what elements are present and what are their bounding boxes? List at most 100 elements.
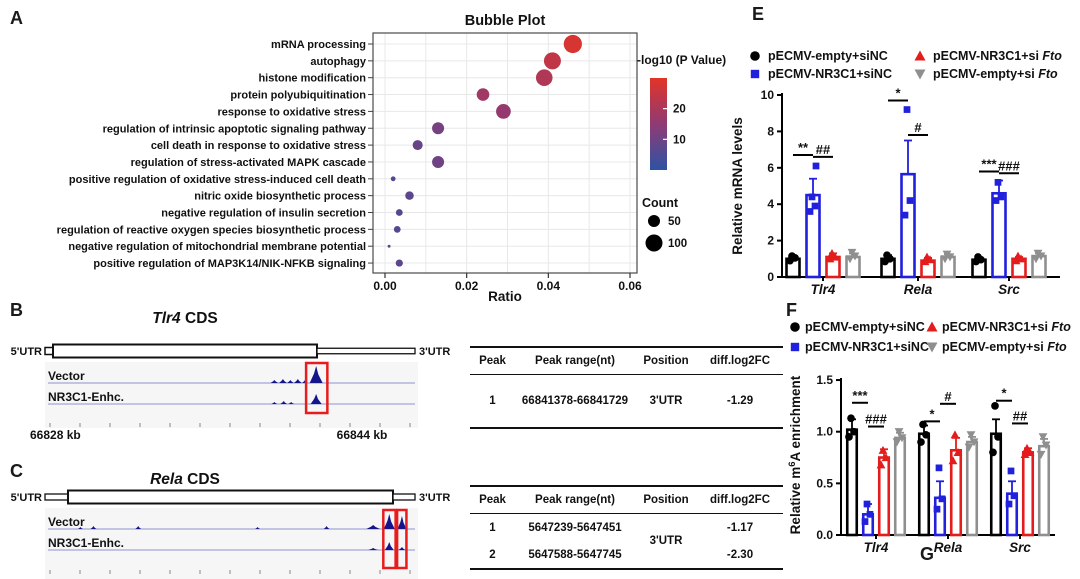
- data-point: [1036, 450, 1046, 459]
- utr5-label: 5'UTR: [11, 492, 42, 504]
- peak-table-tlr4: Peak Peak range(nt) Position diff.log2FC 1 66…: [470, 346, 783, 429]
- x-tick-label: 0.00: [373, 279, 397, 293]
- data-point: [878, 445, 888, 454]
- y-tick-label: 8: [767, 124, 774, 138]
- data-point: [1005, 500, 1013, 508]
- significance-label: #: [944, 389, 952, 404]
- coverage-peak: [77, 527, 83, 529]
- table-header-cell: Position: [643, 355, 689, 367]
- data-point: [901, 211, 909, 219]
- tlr4-gene-track: Tlr4 CDS 5'UTR 3'UTR Vector NR3C1-Enhc. 66828…: [11, 310, 451, 442]
- significance-label: ***: [852, 388, 868, 403]
- data-point: [790, 322, 800, 332]
- coverage-peak: [288, 402, 295, 404]
- bubble-plot-title: Bubble Plot: [465, 13, 546, 29]
- group-label: Src: [1009, 540, 1031, 555]
- coverage-peak: [398, 547, 406, 550]
- track-background: [45, 362, 418, 428]
- peak-number-cell: 1: [489, 395, 496, 407]
- data-point: [788, 252, 796, 260]
- data-point: [881, 453, 891, 462]
- data-point: [964, 443, 974, 452]
- data-point: [1041, 441, 1051, 450]
- legend-label: pECMV-NR3C1+siNC: [768, 67, 892, 81]
- color-legend-bar: [650, 78, 667, 170]
- y-tick-label: 4: [767, 197, 774, 211]
- data-point: [1025, 447, 1035, 456]
- data-point: [850, 427, 858, 436]
- bar: [893, 436, 907, 537]
- significance-label: ###: [865, 412, 887, 427]
- table-header-cell: Peak: [479, 494, 506, 506]
- size-legend-dot: [645, 234, 663, 252]
- legend-label: pECMV-NR3C1+si Fto: [933, 49, 1062, 63]
- bar: [900, 172, 916, 279]
- bubble-point: [543, 52, 561, 70]
- legend-label: pECMV-empty+si Fto: [933, 67, 1058, 81]
- significance-label: *: [1001, 386, 1007, 401]
- significance-label: ***: [981, 156, 997, 171]
- peak-highlight-box: [382, 508, 397, 570]
- coverage-peak: [270, 380, 279, 383]
- data-point: [989, 448, 997, 457]
- position-cell: 3'UTR: [649, 395, 683, 407]
- bar: [1005, 492, 1019, 537]
- data-point: [897, 434, 907, 443]
- go-term-label: mRNA processing: [271, 39, 366, 51]
- bar: [991, 191, 1007, 279]
- bubble-point: [390, 176, 396, 182]
- bar: [965, 440, 979, 537]
- y-tick-label: 2: [767, 234, 774, 248]
- go-term-label: regulation of stress-activated MAPK casc…: [131, 157, 366, 169]
- data-point: [1007, 467, 1015, 475]
- panel-g-label: G: [920, 544, 935, 564]
- data-point: [950, 430, 960, 439]
- go-term-label: protein polyubiquitination: [230, 90, 366, 102]
- data-point: [827, 248, 837, 257]
- bar: [933, 496, 947, 537]
- data-point: [1020, 450, 1030, 459]
- data-point: [997, 193, 1005, 201]
- axis-coordinate-label: 66844 kb: [337, 428, 388, 442]
- data-point: [914, 69, 926, 80]
- panel-b-label: B: [10, 300, 23, 320]
- track-label: NR3C1-Enhc.: [48, 536, 124, 550]
- data-point: [903, 106, 911, 113]
- y-tick-label: 0: [767, 270, 774, 284]
- data-point: [845, 255, 855, 264]
- x-axis-title: Ratio: [488, 289, 522, 304]
- data-point: [906, 197, 914, 204]
- data-point: [750, 69, 760, 79]
- data-point: [991, 402, 999, 410]
- table-header: Peak Peak range(nt) Position diff.log2FC: [470, 348, 783, 375]
- utr3-label: 3'UTR: [419, 492, 450, 504]
- legend-label: pECMV-NR3C1+siNC: [805, 340, 929, 354]
- go-term-label: response to oxidative stress: [217, 106, 366, 118]
- y-tick-label: 1.5: [816, 373, 833, 387]
- mrna-bar-chart: pECMV-empty+siNC pECMV-NR3C1+si Fto pECMV-…: [730, 49, 1062, 297]
- panel-a-label: A: [10, 8, 23, 28]
- x-tick-label: 0.04: [537, 279, 561, 293]
- coverage-peak: [366, 525, 381, 529]
- table-header-cell: Peak range(nt): [535, 494, 615, 506]
- y-tick-label: 0.5: [816, 476, 833, 490]
- go-term-label: histone modification: [258, 73, 366, 85]
- peak-range-cell: 66841378-66841729: [521, 395, 629, 407]
- data-point: [847, 248, 857, 257]
- go-term-label: nitric oxide biosynthetic process: [194, 191, 366, 203]
- legend-label: pECMV-empty+siNC: [768, 49, 888, 63]
- coverage-peak: [90, 526, 97, 529]
- significance-label: #: [914, 120, 922, 135]
- peak-highlight-box: [304, 361, 329, 415]
- size-legend-label: 50: [668, 216, 681, 228]
- data-point: [922, 430, 930, 439]
- bar: [845, 428, 859, 537]
- legend-label: pECMV-empty+si Fto: [942, 340, 1067, 354]
- data-point: [876, 460, 886, 469]
- log2fc-cell: -2.30: [726, 548, 754, 561]
- gene-title: Rela CDS: [150, 471, 220, 488]
- go-term-label: cell death in response to oxidative stre…: [151, 140, 366, 152]
- data-point: [914, 50, 926, 61]
- peak-highlight-box: [395, 508, 408, 570]
- bubble-point: [395, 259, 403, 267]
